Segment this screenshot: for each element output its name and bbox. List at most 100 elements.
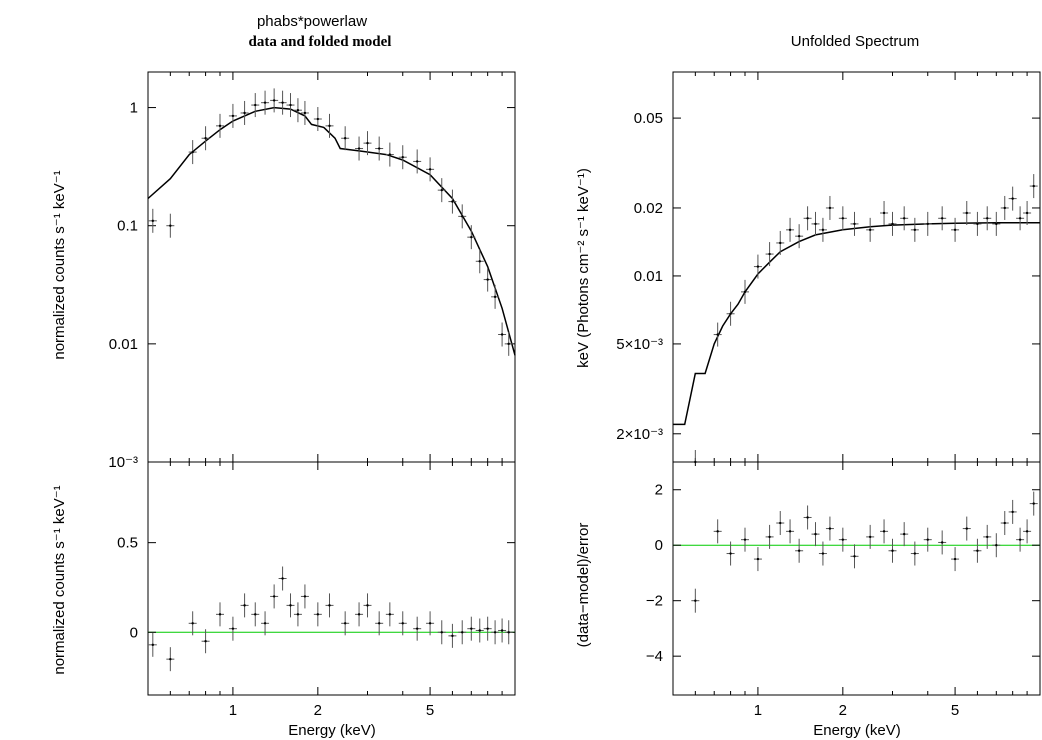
data-point [498,618,507,643]
data-point [1029,174,1038,199]
data-point [148,632,157,657]
data-point [300,584,309,609]
data-point [818,541,827,566]
x-tick-label: 1 [754,702,762,719]
data-point [888,538,897,563]
data-point [325,593,334,618]
data-point [313,107,322,132]
data-point [341,126,350,151]
data-point [973,538,982,563]
data-point [818,217,827,242]
data-point [811,522,820,547]
data-point [270,584,279,609]
y-tick-label: −2 [646,593,663,610]
y-tick-label: 2×10⁻³ [616,426,663,443]
data-point [765,242,774,267]
data-point [923,211,932,236]
x-tick-label: 5 [426,702,434,719]
y-tick-label: 0.02 [634,200,663,217]
data-point [293,602,302,627]
data-point [983,524,992,549]
data-point [240,100,249,125]
data-point [1000,195,1009,220]
data-point [765,524,774,549]
left-title: phabs*powerlaw [257,13,367,30]
data-point [437,178,446,203]
data-point [938,530,947,555]
x-tick-label: 2 [314,702,322,719]
data-point [426,611,435,636]
plot-frame [672,71,1041,463]
data-point [148,208,157,233]
y-tick-label: 0 [130,624,138,641]
data-point [355,136,364,161]
folded-residuals-panel: 0.5 0 1 2 5 [117,461,516,719]
data-point [278,90,287,115]
data-point [375,611,384,636]
data-point [866,217,875,242]
data-point [888,211,897,236]
data-point [398,145,407,170]
data-point [713,519,722,544]
plot-frame [147,461,516,696]
data-point [475,249,484,274]
data-point [504,331,513,356]
data-point [825,516,834,541]
data-point [458,204,467,229]
data-point [201,629,210,654]
plot-frame [672,461,1041,696]
data-point [1016,527,1025,552]
data-point [228,103,237,128]
data-point [228,616,237,641]
data-point [270,88,279,113]
right-top-ylabel: keV (Photons cm⁻² s⁻¹ keV⁻¹) [575,168,592,368]
data-point [838,206,847,231]
data-point [458,620,467,645]
data-point [483,267,492,292]
data-point [467,616,476,641]
data-point [413,149,422,174]
y-tick-label: 0.05 [634,110,663,127]
data-point [726,541,735,566]
data-point [448,189,457,214]
y-tick-label: 1 [130,100,138,117]
left-bottom-ylabel: normalized counts s⁻¹ keV⁻¹ [51,485,68,674]
data-point [938,206,947,231]
data-point [491,620,500,645]
data-point [838,527,847,552]
y-tick-label: 2 [655,482,663,499]
x-tick-label: 2 [839,702,847,719]
y-tick-label: 0.01 [634,268,663,285]
data-point [363,131,372,156]
data-point [880,519,889,544]
y-tick-label: 0.01 [109,336,138,353]
y-tick-label: 5×10⁻³ [616,336,663,353]
data-point [803,505,812,530]
data-point [313,602,322,627]
right-bottom-ylabel: (data−model)/error [575,523,592,648]
data-point [776,511,785,536]
data-point [475,618,484,643]
data-point [1008,186,1017,211]
data-point [166,213,175,238]
data-point [398,611,407,636]
data-point [504,620,513,645]
data-point [951,547,960,572]
unfolded-spectrum-panel: 0.05 0.02 0.01 5×10⁻³ 2×10⁻³ [616,71,1041,464]
data-point [426,157,435,182]
data-point [448,623,457,648]
plot-frame [147,71,516,463]
data-point [786,217,795,242]
data-point [962,200,971,225]
data-point [293,98,302,123]
data-point [286,93,295,118]
data-point [811,211,820,236]
left-subtitle: data and folded model [249,34,392,50]
data-point [900,206,909,231]
data-point [691,450,700,464]
data-point [1023,200,1032,225]
data-point [1000,511,1009,536]
data-point [726,301,735,326]
model-curve [673,222,1040,426]
data-point [240,593,249,618]
